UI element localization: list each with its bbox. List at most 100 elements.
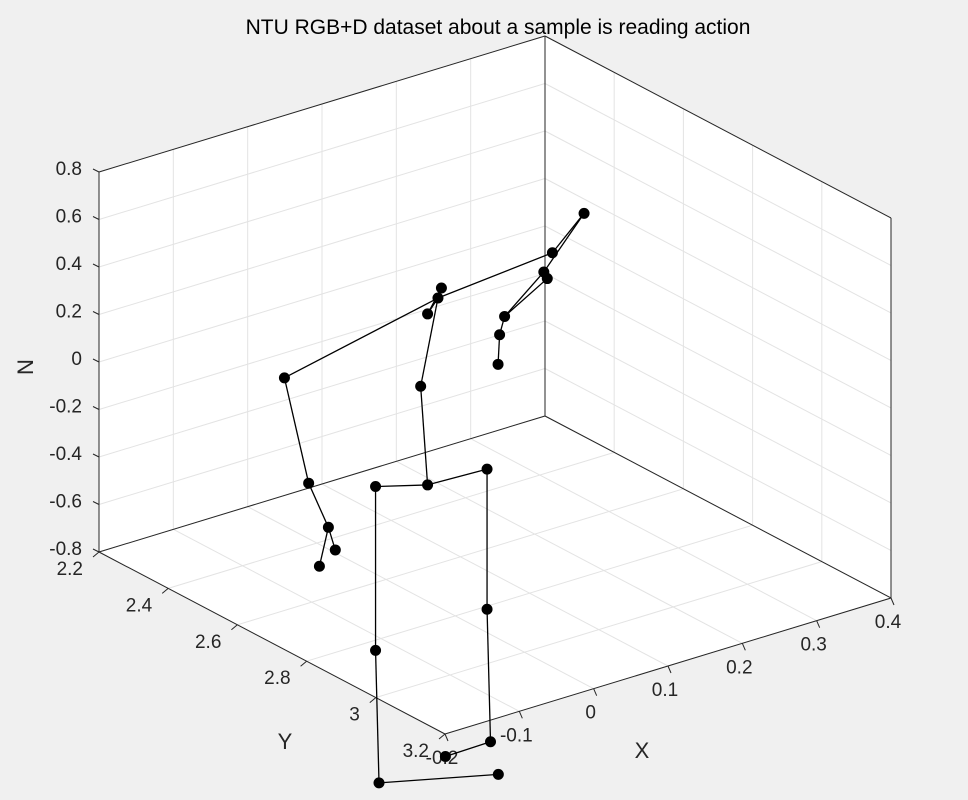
y-tick-mark bbox=[438, 733, 446, 740]
y-axis-label: Y bbox=[278, 729, 293, 754]
z-tick-label: 0 bbox=[71, 349, 82, 370]
joint-point bbox=[499, 310, 511, 322]
x-tick-label: -0.1 bbox=[500, 725, 533, 746]
grid-line-z-back bbox=[98, 130, 546, 268]
skeleton-bone bbox=[420, 386, 429, 485]
skeleton-bone bbox=[378, 773, 499, 784]
joint-point bbox=[492, 358, 504, 370]
z-tick-mark bbox=[92, 263, 100, 268]
skeleton-bone bbox=[284, 297, 439, 379]
box-edge bbox=[98, 35, 546, 173]
z-tick-label: 0.8 bbox=[56, 159, 82, 180]
joint-point bbox=[541, 273, 553, 285]
joint-point bbox=[322, 521, 334, 533]
axes-ticks: -0.2 -0.1 0 0.1 0.2 0.3 0.4 2.2 2.4 2.6 2.8 3 3.2 -0.… bbox=[49, 159, 901, 769]
grid-line-z-side bbox=[544, 320, 892, 504]
joint-point bbox=[485, 736, 497, 748]
z-tick-label: 0.2 bbox=[56, 302, 82, 323]
grid-line-y-floor bbox=[306, 524, 753, 662]
joint-point bbox=[370, 644, 382, 656]
y-tick-mark bbox=[231, 624, 238, 631]
joint-point bbox=[481, 463, 493, 475]
y-tick-mark bbox=[92, 551, 100, 558]
skeleton-bone bbox=[318, 527, 330, 567]
joint-point bbox=[415, 380, 427, 392]
joint-point bbox=[422, 479, 434, 491]
z-tick-mark bbox=[92, 453, 100, 458]
y-tick-label: 3 bbox=[349, 705, 360, 726]
y-tick-mark bbox=[369, 697, 377, 703]
grid-line-x-floor bbox=[321, 483, 669, 667]
z-axis-label: N bbox=[13, 359, 38, 375]
grid-line-z-side bbox=[544, 225, 892, 409]
y-tick-label: 3.2 bbox=[403, 741, 429, 762]
skeleton-bone bbox=[445, 741, 491, 758]
y-tick-mark bbox=[161, 588, 169, 594]
joint-point bbox=[373, 777, 385, 789]
grid-line-z-back bbox=[98, 273, 546, 410]
grid-line-z-back bbox=[98, 225, 546, 363]
z-tick-label: -0.8 bbox=[49, 539, 82, 560]
y-tick-label: 2.2 bbox=[57, 559, 83, 580]
x-tick-mark bbox=[518, 711, 523, 719]
skeleton-bone bbox=[374, 650, 380, 783]
z-tick-mark bbox=[92, 311, 100, 315]
joint-point bbox=[370, 481, 382, 493]
chart-title: NTU RGB+D dataset about a sample is read… bbox=[246, 16, 751, 39]
grid-line-z-side bbox=[544, 273, 892, 456]
z-tick-mark bbox=[92, 548, 100, 553]
x-tick-mark bbox=[593, 688, 598, 696]
joint-point bbox=[578, 207, 590, 219]
z-tick-label: -0.6 bbox=[49, 492, 82, 513]
z-tick-label: 0.6 bbox=[56, 207, 82, 228]
grid-line-y-floor bbox=[375, 561, 822, 699]
grid-line-x-floor bbox=[396, 460, 743, 644]
grid-line-y-floor bbox=[168, 451, 615, 589]
joint-point bbox=[422, 308, 434, 320]
z-tick-label: -0.2 bbox=[49, 397, 82, 418]
z-tick-label: -0.4 bbox=[49, 444, 82, 465]
skeleton-bone bbox=[375, 484, 428, 488]
grid-line-z-side bbox=[544, 178, 892, 361]
x-tick-label: 0.4 bbox=[875, 612, 902, 633]
joint-point bbox=[439, 751, 451, 762]
grid-line-z-side bbox=[544, 130, 892, 314]
x-tick-mark bbox=[444, 733, 449, 742]
z-tick-mark bbox=[92, 406, 100, 410]
y-tick-mark bbox=[300, 660, 307, 667]
grid-line-y-floor bbox=[237, 488, 684, 626]
z-tick-mark bbox=[92, 358, 100, 363]
x-tick-mark bbox=[667, 665, 672, 674]
skeleton-joints bbox=[278, 207, 590, 789]
grid-line-z-back bbox=[98, 178, 546, 315]
grid-line-x-floor bbox=[247, 506, 594, 690]
box-edge bbox=[98, 415, 546, 553]
grid-line-z-side bbox=[544, 368, 892, 551]
x-tick-mark bbox=[890, 597, 895, 606]
joint-point bbox=[435, 282, 447, 294]
joint-point bbox=[329, 544, 341, 556]
joint-point bbox=[278, 372, 290, 384]
y-tick-label: 2.8 bbox=[264, 668, 290, 689]
x-tick-label: 0.2 bbox=[726, 657, 752, 678]
grid-line-z-back bbox=[98, 320, 546, 458]
joint-point bbox=[481, 603, 493, 615]
grid-line-z-back bbox=[98, 368, 546, 505]
y-tick-label: 2.6 bbox=[195, 632, 221, 653]
skeleton-bone bbox=[486, 609, 492, 742]
skeleton-bone bbox=[283, 377, 310, 484]
x-tick-label: 0.3 bbox=[800, 635, 826, 656]
x-tick-mark bbox=[741, 643, 746, 651]
joint-point bbox=[494, 329, 506, 341]
grid-line-z-side bbox=[544, 83, 892, 266]
skeleton-bone bbox=[427, 468, 488, 486]
skeleton-bone bbox=[308, 482, 329, 528]
grid-line-z-back bbox=[98, 83, 546, 220]
x-axis-label: X bbox=[635, 738, 650, 763]
box-edge bbox=[544, 35, 892, 219]
skeleton-bone bbox=[437, 252, 553, 299]
z-tick-mark bbox=[92, 168, 100, 173]
x-tick-label: 0.1 bbox=[652, 680, 678, 701]
grid-line-x-floor bbox=[173, 528, 520, 712]
